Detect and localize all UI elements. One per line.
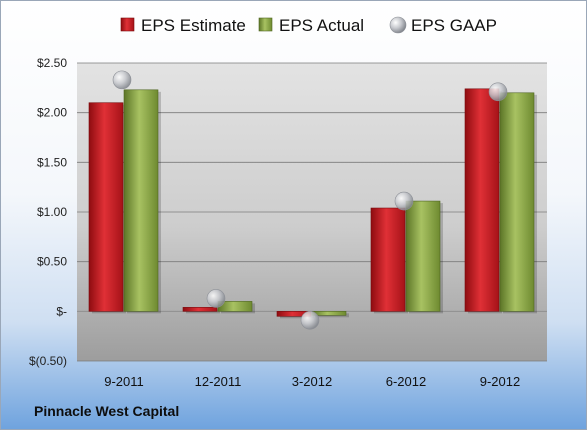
bar-eps-estimate	[182, 307, 218, 312]
x-tick-label: 9-2012	[480, 374, 520, 389]
bars	[88, 88, 537, 319]
company-name: Pinnacle West Capital	[34, 403, 180, 419]
legend-swatch-eps-estimate	[120, 17, 135, 32]
x-tick-label: 6-2012	[386, 374, 426, 389]
x-tick-label: 9-2011	[104, 374, 144, 389]
y-tick-label: $-	[56, 304, 67, 318]
y-tick-label: $(0.50)	[29, 354, 67, 368]
legend-swatch-eps-actual	[258, 17, 273, 32]
bar-eps-estimate	[464, 88, 500, 312]
marker-eps-gaap	[112, 70, 132, 90]
legend-label: EPS GAAP	[411, 16, 497, 35]
bar-eps-estimate	[370, 207, 406, 312]
bar-eps-actual	[123, 89, 159, 312]
legend-label: EPS Actual	[279, 16, 364, 35]
x-axis: 9-2011 12-2011 3-2012 6-2012 9-2012	[104, 374, 520, 389]
y-tick-label: $2.50	[37, 56, 67, 70]
legend-swatch-eps-gaap	[389, 16, 407, 34]
y-tick-label: $1.00	[37, 205, 67, 219]
y-tick-label: $2.00	[37, 106, 67, 120]
bar-eps-actual	[499, 92, 535, 312]
marker-eps-gaap	[206, 289, 226, 308]
marker-eps-gaap	[394, 191, 414, 211]
bar-eps-estimate	[88, 102, 124, 312]
y-tick-label: $0.50	[37, 255, 67, 269]
x-tick-label: 12-2011	[195, 374, 242, 389]
gaap-markers	[112, 70, 508, 330]
marker-eps-gaap	[300, 310, 320, 330]
legend-label: EPS Estimate	[141, 16, 246, 35]
marker-eps-gaap	[488, 82, 508, 102]
legend: EPS Estimate EPS Actual EPS GAAP	[120, 16, 497, 35]
x-tick-label: 3-2012	[292, 374, 332, 389]
bar-eps-actual	[405, 200, 441, 312]
y-tick-label: $1.50	[37, 155, 67, 169]
y-axis: $2.50 $2.00 $1.50 $1.00 $0.50 $- $(0.50)	[29, 56, 67, 368]
